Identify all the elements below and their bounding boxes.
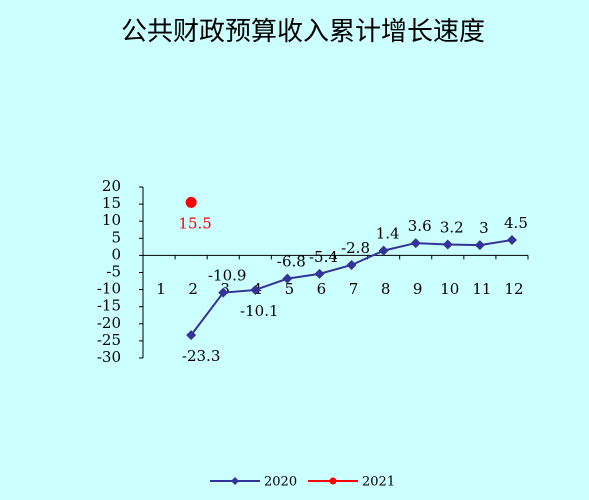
point — [185, 196, 197, 208]
point — [250, 284, 261, 295]
y-tick-label: -25 — [97, 331, 121, 349]
data-label: -6.8 — [277, 253, 306, 271]
legend-label: 2021 — [362, 475, 395, 490]
x-tick-label: 3 — [220, 280, 230, 298]
data-label: -10.1 — [240, 302, 278, 320]
y-tick-label: 15 — [102, 194, 121, 212]
y-tick-label: 5 — [111, 228, 121, 246]
point — [442, 239, 453, 250]
y-tick-label: 20 — [102, 177, 121, 195]
y-tick-label: -30 — [97, 348, 121, 366]
point — [282, 273, 293, 284]
point — [410, 238, 421, 249]
point — [346, 259, 357, 270]
x-tick-label: 11 — [472, 280, 491, 298]
legend-marker — [329, 477, 337, 485]
data-label: 1.4 — [376, 225, 400, 243]
point — [218, 287, 229, 298]
x-tick-label: 9 — [413, 280, 423, 298]
y-tick-label: 10 — [102, 211, 121, 229]
legend-label: 2020 — [264, 475, 297, 490]
y-tick-label: -20 — [97, 314, 121, 332]
point — [378, 245, 389, 256]
point — [314, 268, 325, 279]
x-tick-label: 6 — [317, 280, 327, 298]
data-label: -23.3 — [182, 347, 220, 365]
y-tick-label: -10 — [97, 280, 121, 298]
point — [506, 235, 517, 246]
x-tick-label: 2 — [188, 280, 198, 298]
x-tick-label: 8 — [381, 280, 391, 298]
data-label: -10.9 — [208, 267, 246, 285]
x-tick-label: 1 — [156, 280, 166, 298]
data-label: -5.4 — [309, 248, 338, 266]
x-tick-label: 7 — [349, 280, 359, 298]
point — [186, 330, 197, 341]
chart-title: 公共财政预算收入累计增长速度 — [121, 17, 485, 47]
data-label: 3.2 — [440, 218, 464, 236]
x-tick-label: 10 — [440, 280, 459, 298]
data-label: 4.5 — [504, 214, 528, 232]
y-tick-label: -15 — [97, 297, 121, 315]
x-tick-label: 5 — [285, 280, 295, 298]
x-tick-label: 12 — [504, 280, 523, 298]
y-tick-label: 0 — [111, 245, 121, 263]
point — [474, 240, 485, 251]
data-label: 3 — [479, 219, 489, 237]
data-label: -2.8 — [341, 239, 370, 257]
legend-marker — [231, 477, 239, 485]
data-label: 3.6 — [408, 217, 432, 235]
y-tick-label: -5 — [106, 263, 121, 281]
data-label: 15.5 — [178, 214, 211, 232]
